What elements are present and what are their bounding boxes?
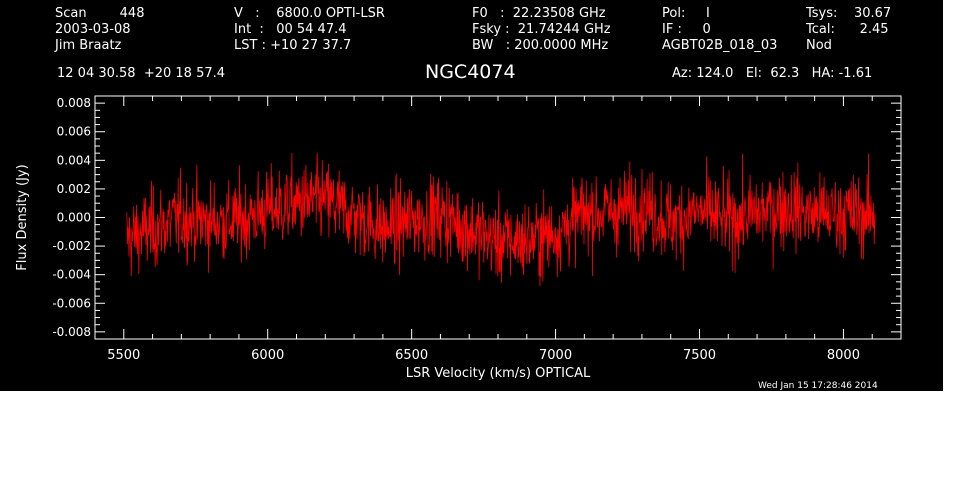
x-tick-label: 7500 xyxy=(683,348,716,363)
x-tick-label: 7000 xyxy=(539,348,572,363)
tsys-value: Tsys: 30.67 xyxy=(806,6,892,21)
x-tick-label: 6000 xyxy=(251,348,284,363)
spectrum-chart: 5500 6000 6500 7000 7500 8000 -0.008 -0.006 -0.0… xyxy=(15,95,902,381)
x-tick-label: 5500 xyxy=(107,348,140,363)
y-tick-label: 0.006 xyxy=(57,125,91,139)
integration-time: Int : 00 54 47.4 xyxy=(234,22,347,37)
velocity-info: V : 6800.0 OPTI-LSR xyxy=(234,6,385,21)
lst-value: LST : +10 27 37.7 xyxy=(234,38,352,53)
source-coordinates: 12 04 30.58 +20 18 57.4 xyxy=(57,66,226,81)
chart-title: NGC4074 xyxy=(425,61,516,83)
x-tick-label: 6500 xyxy=(395,348,428,363)
sky-frequency: Fsky : 21.74244 GHz xyxy=(472,22,611,37)
timestamp: Wed Jan 15 17:28:46 2014 xyxy=(758,381,878,391)
x-axis-label: LSR Velocity (km/s) OPTICAL xyxy=(406,366,591,381)
y-tick-label: -0.004 xyxy=(52,268,91,282)
project-id: AGBT02B_018_03 xyxy=(662,38,778,53)
x-tick-label: 8000 xyxy=(827,348,860,363)
y-tick-label: -0.002 xyxy=(52,239,91,253)
scan-label: Scan 448 xyxy=(55,6,145,21)
if-number: IF : 0 xyxy=(662,22,711,37)
observer-name: Jim Braatz xyxy=(55,38,122,53)
y-tick-label: 0.002 xyxy=(57,182,91,196)
y-tick-label: 0.008 xyxy=(57,96,91,110)
y-tick-label: 0.000 xyxy=(57,211,91,225)
pointing-info: Az: 124.0 El: 62.3 HA: -1.61 xyxy=(672,66,873,81)
spectrum-line xyxy=(126,152,876,287)
plot-panel: Scan 448 2003-03-08 Jim Braatz V : 6800.… xyxy=(0,0,943,391)
y-tick-label: 0.004 xyxy=(57,153,91,167)
obs-date: 2003-03-08 xyxy=(55,22,131,37)
rest-frequency: F0 : 22.23508 GHz xyxy=(472,6,606,21)
y-tick-label: -0.008 xyxy=(52,325,91,339)
polarization: Pol: I xyxy=(662,6,710,21)
y-tick-label: -0.006 xyxy=(52,296,91,310)
y-axis-label: Flux Density (Jy) xyxy=(15,164,30,270)
switching-mode: Nod xyxy=(806,38,832,53)
bandwidth: BW : 200.0000 MHz xyxy=(472,38,609,53)
tcal-value: Tcal: 2.45 xyxy=(806,22,889,37)
